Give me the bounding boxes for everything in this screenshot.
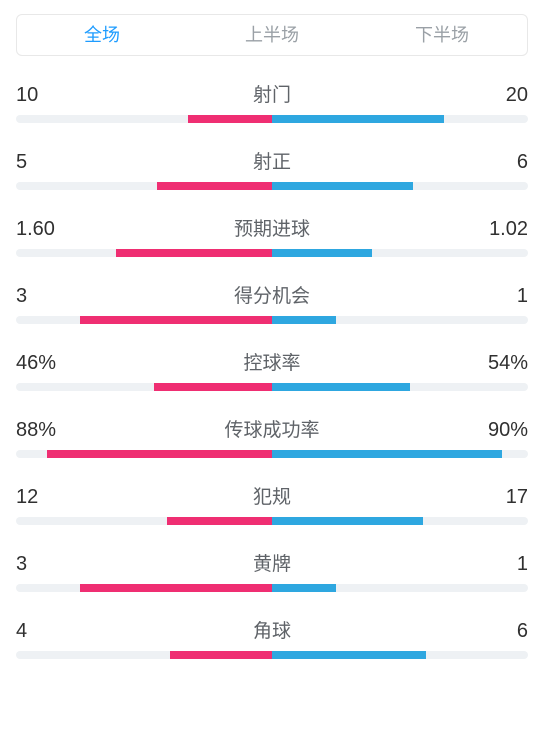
- stat-away-value: 6: [480, 620, 528, 643]
- tab-1[interactable]: 上半场: [187, 15, 357, 55]
- stat-home-value: 5: [16, 151, 64, 174]
- stat-home-value: 1.60: [16, 218, 64, 241]
- stat-bar-home-track: [16, 450, 272, 458]
- stat-bar-home-track: [16, 115, 272, 123]
- stat-row: 1.60预期进球1.02: [16, 214, 528, 257]
- stat-bar-away-track: [272, 584, 528, 592]
- stat-bar-home-track: [16, 383, 272, 391]
- stat-row: 12犯规17: [16, 482, 528, 525]
- stat-label: 射门: [64, 80, 480, 107]
- stat-home-value: 4: [16, 620, 64, 643]
- stat-bar: [16, 249, 528, 257]
- stat-bar: [16, 182, 528, 190]
- stat-bar-away-fill: [272, 249, 372, 257]
- stat-bar-home-fill: [170, 651, 272, 659]
- stat-bar-away-fill: [272, 517, 423, 525]
- stat-bar-home-fill: [154, 383, 272, 391]
- stat-away-value: 20: [480, 84, 528, 107]
- stat-header: 10射门20: [16, 80, 528, 107]
- stat-away-value: 1: [480, 285, 528, 308]
- stat-label: 射正: [64, 147, 480, 174]
- stat-header: 4角球6: [16, 616, 528, 643]
- stat-away-value: 1.02: [480, 218, 528, 241]
- stat-label: 预期进球: [64, 214, 480, 241]
- stat-bar: [16, 584, 528, 592]
- stat-row: 4角球6: [16, 616, 528, 659]
- stat-away-value: 54%: [480, 352, 528, 375]
- stat-bar-away-fill: [272, 182, 413, 190]
- stat-bar-away-track: [272, 182, 528, 190]
- stat-bar-away-fill: [272, 651, 426, 659]
- stat-bar: [16, 651, 528, 659]
- stat-home-value: 88%: [16, 419, 64, 442]
- stat-bar-away-track: [272, 450, 528, 458]
- stat-home-value: 10: [16, 84, 64, 107]
- stat-bar-away-fill: [272, 584, 336, 592]
- stat-bar-home-fill: [47, 450, 272, 458]
- stat-home-value: 46%: [16, 352, 64, 375]
- stat-header: 46%控球率54%: [16, 348, 528, 375]
- stat-bar-home-track: [16, 182, 272, 190]
- stat-bar: [16, 383, 528, 391]
- stat-bar-home-track: [16, 517, 272, 525]
- stat-header: 12犯规17: [16, 482, 528, 509]
- stat-home-value: 3: [16, 285, 64, 308]
- stat-bar: [16, 450, 528, 458]
- stat-label: 黄牌: [64, 549, 480, 576]
- stat-bar: [16, 115, 528, 123]
- stat-bar-home-fill: [80, 584, 272, 592]
- stat-bar-home-track: [16, 249, 272, 257]
- stat-bar-away-track: [272, 316, 528, 324]
- period-tabs: 全场上半场下半场: [16, 14, 528, 56]
- stat-bar-away-fill: [272, 383, 410, 391]
- stats-panel: 全场上半场下半场 10射门205射正61.60预期进球1.023得分机会146%…: [0, 0, 544, 659]
- stat-bar-home-fill: [167, 517, 272, 525]
- stat-bar-away-track: [272, 517, 528, 525]
- stat-label: 得分机会: [64, 281, 480, 308]
- stat-bar-away-fill: [272, 316, 336, 324]
- stat-header: 3黄牌1: [16, 549, 528, 576]
- stat-header: 3得分机会1: [16, 281, 528, 308]
- stat-home-value: 3: [16, 553, 64, 576]
- stat-away-value: 17: [480, 486, 528, 509]
- stat-row: 88%传球成功率90%: [16, 415, 528, 458]
- stat-row: 46%控球率54%: [16, 348, 528, 391]
- stat-label: 犯规: [64, 482, 480, 509]
- stat-bar-home-track: [16, 316, 272, 324]
- stat-bar-home-fill: [80, 316, 272, 324]
- stat-label: 角球: [64, 616, 480, 643]
- stat-bar-home-track: [16, 584, 272, 592]
- stat-header: 5射正6: [16, 147, 528, 174]
- stat-bar-away-track: [272, 115, 528, 123]
- stat-row: 3得分机会1: [16, 281, 528, 324]
- stat-bar-home-fill: [188, 115, 272, 123]
- stat-header: 88%传球成功率90%: [16, 415, 528, 442]
- tab-2[interactable]: 下半场: [357, 15, 527, 55]
- stats-list: 10射门205射正61.60预期进球1.023得分机会146%控球率54%88%…: [16, 80, 528, 659]
- stat-header: 1.60预期进球1.02: [16, 214, 528, 241]
- stat-row: 10射门20: [16, 80, 528, 123]
- stat-bar-away-track: [272, 651, 528, 659]
- stat-bar: [16, 517, 528, 525]
- stat-bar-home-fill: [157, 182, 272, 190]
- stat-bar-home-track: [16, 651, 272, 659]
- stat-label: 传球成功率: [64, 415, 480, 442]
- stat-home-value: 12: [16, 486, 64, 509]
- stat-bar-away-track: [272, 249, 528, 257]
- stat-row: 5射正6: [16, 147, 528, 190]
- stat-bar-away-fill: [272, 115, 444, 123]
- stat-row: 3黄牌1: [16, 549, 528, 592]
- stat-bar-away-track: [272, 383, 528, 391]
- stat-bar-away-fill: [272, 450, 502, 458]
- stat-away-value: 1: [480, 553, 528, 576]
- stat-bar-home-fill: [116, 249, 272, 257]
- stat-bar: [16, 316, 528, 324]
- stat-away-value: 6: [480, 151, 528, 174]
- stat-label: 控球率: [64, 348, 480, 375]
- stat-away-value: 90%: [480, 419, 528, 442]
- tab-0[interactable]: 全场: [17, 15, 187, 55]
